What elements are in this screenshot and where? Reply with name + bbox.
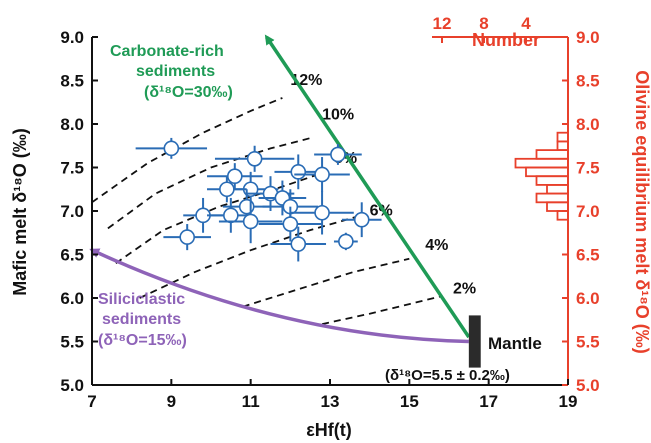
histogram-bar: [535, 192, 569, 204]
data-point-marker: [227, 168, 243, 184]
histogram-bar: [556, 210, 569, 221]
left-tick-label: 8.0: [60, 115, 84, 134]
data-point: [270, 226, 327, 262]
data-point-marker: [353, 211, 370, 228]
siliciclastic-label-line3: (δ¹⁸O=15‰): [98, 332, 187, 349]
right-tick-label: 9.0: [576, 28, 600, 47]
right-tick-label: 6.5: [576, 246, 600, 265]
data-point: [341, 202, 382, 238]
bottom-tick-label: 9: [167, 392, 176, 411]
mixing-curve-label: 2%: [453, 281, 476, 298]
y-axis-title-right: Olivine equilibrium melt δ¹⁸O (‰): [632, 70, 651, 353]
bottom-tick-label: 13: [321, 392, 340, 411]
data-point-marker: [290, 236, 307, 252]
left-tick-label: 6.5: [60, 246, 84, 265]
data-point: [207, 163, 263, 190]
top-tick-label: 4: [521, 14, 531, 33]
data-point-marker: [246, 151, 263, 167]
siliciclastic-label-line2: sediments: [102, 311, 181, 328]
data-point-marker: [290, 164, 307, 180]
histogram: [514, 131, 569, 221]
carbonate-label-line2: sediments: [136, 63, 215, 80]
mixing-curve: [91, 97, 283, 204]
mixing-curve: [139, 214, 362, 299]
bottom-tick-label: 17: [479, 392, 498, 411]
right-tick-label: 5.5: [576, 333, 600, 352]
carbonate-label-line1: Carbonate-rich: [110, 43, 224, 60]
right-tick-label: 8.5: [576, 72, 600, 91]
data-point: [290, 190, 354, 235]
left-tick-label: 8.5: [60, 72, 84, 91]
mantle-label: Mantle: [488, 334, 542, 353]
data-point: [294, 157, 350, 192]
right-tick-label: 8.0: [576, 115, 600, 134]
histogram-bar: [556, 140, 569, 151]
siliciclastic-label-line1: Siliciclastic: [98, 291, 185, 308]
mixing-curve: [242, 257, 410, 308]
left-tick-label: 5.0: [60, 376, 84, 395]
histogram-bar: [525, 166, 569, 178]
mixing-curve: [115, 170, 327, 264]
left-tick-label: 9.0: [60, 28, 84, 47]
data-point: [163, 224, 211, 251]
carbonate-mixing-arrow: [264, 34, 471, 339]
left-tick-label: 6.0: [60, 289, 84, 308]
data-point-marker: [223, 207, 239, 224]
carbonate-label-line3: (δ¹⁸O=30‰): [144, 84, 233, 101]
data-point: [258, 206, 323, 242]
data-point: [218, 199, 283, 244]
mixing-curve-label: 10%: [322, 107, 354, 124]
data-point: [135, 137, 208, 159]
histogram-bar: [514, 157, 569, 169]
data-point: [207, 176, 247, 203]
bottom-tick-label: 15: [400, 392, 419, 411]
data-point-marker: [219, 181, 235, 198]
bottom-tick-label: 7: [87, 392, 96, 411]
right-tick-label: 6.0: [576, 289, 600, 308]
histogram-bar: [556, 131, 569, 143]
right-tick-label: 5.0: [576, 376, 600, 395]
histogram-bar: [535, 149, 569, 160]
data-point-marker: [242, 213, 259, 230]
data-point-marker: [163, 140, 180, 157]
siliciclastic-mixing-arrow: [89, 248, 469, 344]
data-point: [207, 197, 255, 233]
sediment-arrows: [89, 34, 481, 368]
axes: 5.0 5.5 6.0 6.5 7.0 7.5 8.0 8.5 9.0 5.0 5.5 6.0 6.5 7…: [60, 14, 599, 411]
bottom-tick-label: 11: [242, 392, 260, 411]
data-point: [314, 144, 362, 165]
data-points: [135, 137, 382, 262]
histogram-bar: [546, 201, 569, 212]
left-tick-label: 7.5: [60, 159, 84, 178]
top-axis-title: Number: [472, 30, 540, 50]
data-point-marker: [314, 204, 330, 221]
mixing-curve-label: 4%: [425, 237, 448, 254]
top-tick-label: 12: [433, 14, 452, 33]
mantle-value-label: (δ¹⁸O=5.5 ± 0.2‰): [385, 367, 510, 384]
data-point: [333, 232, 358, 251]
data-point-marker: [338, 233, 354, 250]
mixing-curve: [107, 136, 315, 230]
data-point-marker: [179, 229, 195, 245]
mantle-box: [468, 315, 481, 368]
data-point-marker: [314, 166, 330, 183]
histogram-bar: [535, 175, 569, 186]
data-point: [214, 145, 295, 172]
x-axis-title: εHf(t): [306, 420, 352, 440]
mixing-curve: [321, 295, 442, 325]
bottom-tick-label: 19: [559, 392, 578, 411]
right-tick-label: 7.0: [576, 202, 600, 221]
histogram-bar: [546, 183, 569, 195]
data-point-marker: [330, 146, 346, 163]
y-axis-title-left: Mafic melt δ¹⁸O (‰): [10, 128, 30, 295]
top-tick-label: 8: [479, 14, 488, 33]
right-tick-label: 7.5: [576, 159, 600, 178]
data-point-marker: [282, 216, 299, 232]
left-tick-label: 7.0: [60, 202, 84, 221]
left-tick-label: 5.5: [60, 333, 84, 352]
